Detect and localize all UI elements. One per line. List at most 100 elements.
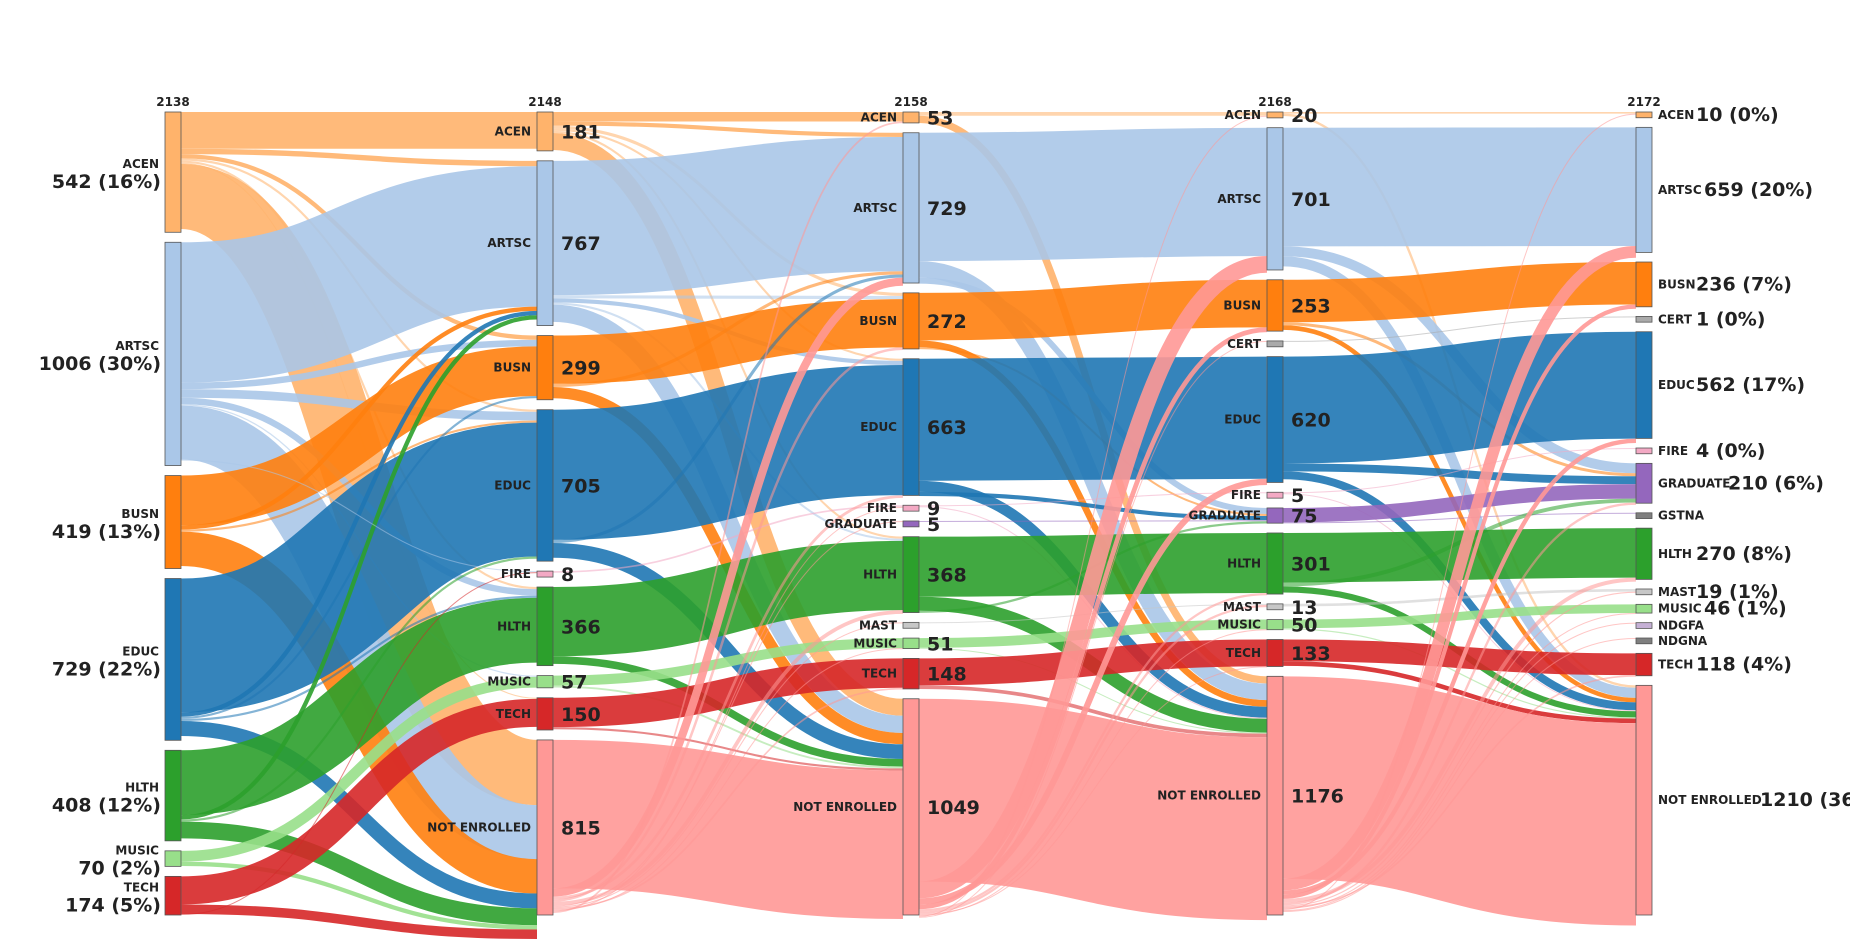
node-name-2168-graduate: GRADUATE [1189,509,1261,523]
node-2158-tech[interactable] [902,658,920,690]
node-name-2168-artsc: ARTSC [1217,192,1261,206]
node-2168-educ[interactable] [1266,356,1284,483]
node-2158-hlth[interactable] [902,536,920,613]
node-2168-not-enrolled[interactable] [1266,675,1284,916]
node-2172-busn[interactable] [1635,261,1653,308]
node-name-2158-artsc: ARTSC [853,201,897,215]
node-name-2172-tech: TECH [1658,658,1693,672]
node-2158-music[interactable] [902,637,920,649]
node-2138-tech[interactable] [164,875,182,916]
node-2148-music[interactable] [536,675,554,689]
flow-1-music-to-2-not-enrolled [552,685,904,769]
node-2158-fire[interactable] [902,504,920,512]
flow-2-tech-to-3-not-enrolled [918,685,1268,738]
node-value-2138-educ: 729 (22%) [52,658,161,680]
node-2172-acen[interactable] [1635,111,1653,119]
node-2138-hlth[interactable] [164,749,182,842]
node-2148-acen[interactable] [536,111,554,152]
flow-2-busn-to-3-busn [918,279,1268,341]
node-2148-fire[interactable] [536,570,554,578]
node-2148-tech[interactable] [536,697,554,731]
node-2168-graduate[interactable] [1266,507,1284,524]
flow-2-not-enrolled-to-3-mast [918,604,1268,914]
flow-3-educ-to-4-graduate [1282,463,1637,485]
node-2168-cert[interactable] [1266,340,1284,348]
node-2172-music[interactable] [1635,603,1653,614]
node-2172-cert[interactable] [1635,316,1653,323]
node-value-2168-hlth: 301 [1291,554,1331,576]
node-2168-music[interactable] [1266,619,1284,631]
node-2172-gstna[interactable] [1635,512,1653,519]
flow-3-educ-to-4-educ [1282,331,1637,464]
node-2172-ndgna[interactable] [1635,637,1653,645]
node-2158-educ[interactable] [902,358,920,496]
flow-0-hlth-to-1-educ [180,556,538,822]
node-value-2138-hlth: 408 (12%) [52,795,161,817]
node-2172-not-enrolled[interactable] [1635,684,1653,916]
node-2168-busn[interactable] [1266,279,1284,332]
flow-0-busn-to-1-busn [180,346,538,526]
flow-3-not-enrolled-to-4-educ [1282,438,1637,895]
node-2148-not-enrolled[interactable] [536,739,554,916]
node-value-2158-music: 51 [927,633,953,655]
node-value-2172-not-enrolled: 1210 (36%) [1760,789,1850,811]
node-name-2148-acen: ACEN [495,124,531,138]
term-header-2168: 2168 [1258,95,1291,109]
node-name-2158-hlth: HLTH [863,568,897,582]
node-2138-artsc[interactable] [164,241,182,466]
node-2168-acen[interactable] [1266,111,1284,119]
node-2168-tech[interactable] [1266,639,1284,667]
node-name-2172-acen: ACEN [1658,108,1694,122]
node-2148-hlth[interactable] [536,586,554,667]
flow-1-educ-to-2-not-enrolled [552,543,904,759]
node-2172-fire[interactable] [1635,447,1653,455]
node-2172-educ[interactable] [1635,331,1653,439]
flow-3-cert-to-4-cert [1282,316,1637,342]
node-2138-busn[interactable] [164,475,182,569]
node-2138-acen[interactable] [164,111,182,233]
flow-1-not-enrolled-to-2-educ [552,495,904,900]
node-value-2168-not-enrolled: 1176 [1291,786,1344,808]
node-2148-busn[interactable] [536,335,554,401]
node-2138-music[interactable] [164,850,182,867]
node-value-2148-music: 57 [561,672,587,694]
node-name-2158-not-enrolled: NOT ENROLLED [793,800,897,814]
node-value-2172-educ: 562 (17%) [1696,374,1805,396]
flow-0-tech-to-1-fire [180,572,538,915]
flow-0-acen-to-1-artsc [180,148,538,167]
flow-3-graduate-to-4-gstna [1282,512,1637,524]
node-2172-ndgfa[interactable] [1635,622,1653,629]
node-2168-fire[interactable] [1266,491,1284,499]
flow-2-educ-to-3-educ [918,356,1268,481]
node-2172-artsc[interactable] [1635,126,1653,253]
node-2138-educ[interactable] [164,578,182,741]
node-2148-educ[interactable] [536,409,554,562]
node-value-2168-mast: 13 [1291,597,1317,619]
flow-1-busn-to-2-busn [552,299,904,384]
node-2172-graduate[interactable] [1635,462,1653,504]
node-2172-mast[interactable] [1635,588,1653,596]
node-2158-not-enrolled[interactable] [902,698,920,916]
nodes-layer [164,111,1653,916]
node-2158-graduate[interactable] [902,520,920,528]
node-2158-busn[interactable] [902,292,920,350]
node-2168-hlth[interactable] [1266,532,1284,595]
node-name-2168-mast: MAST [1223,600,1262,614]
node-value-2172-cert: 1 (0%) [1696,308,1765,330]
node-name-2138-busn: BUSN [121,507,159,521]
node-value-2172-artsc: 659 (20%) [1704,179,1813,201]
flow-1-hlth-to-2-not-enrolled [552,656,904,767]
node-2158-artsc[interactable] [902,132,920,284]
flow-1-not-enrolled-to-2-acen [552,121,904,913]
node-2158-mast[interactable] [902,621,920,629]
node-2168-artsc[interactable] [1266,127,1284,271]
node-2148-artsc[interactable] [536,160,554,326]
node-2172-hlth[interactable] [1635,527,1653,580]
node-name-2172-graduate: GRADUATE [1658,476,1730,490]
node-2172-tech[interactable] [1635,652,1653,677]
node-2158-acen[interactable] [902,111,920,124]
node-2168-mast[interactable] [1266,603,1284,611]
node-name-2172-cert: CERT [1658,312,1693,326]
node-name-2158-tech: TECH [862,667,897,681]
node-name-2168-fire: FIRE [1231,488,1261,502]
